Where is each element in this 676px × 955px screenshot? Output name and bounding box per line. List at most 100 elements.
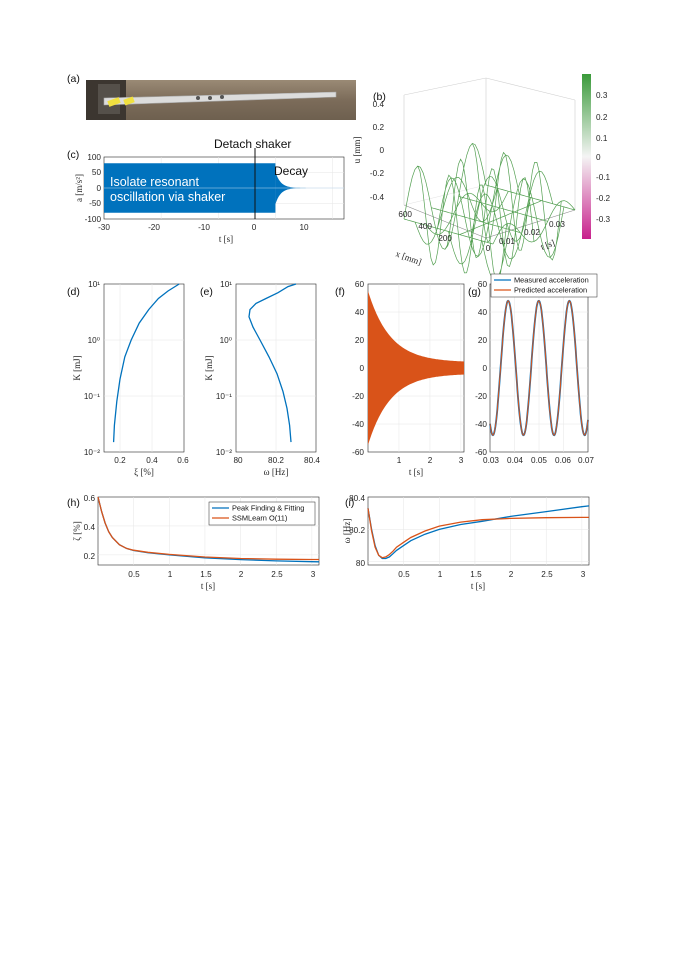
c-ylabel: a [m/s²] [74, 174, 84, 202]
g-y-tick-2: 20 [478, 336, 488, 345]
chart-b: 0.4 0.2 0 -0.2 -0.4 u [mm] 600 400 200 x… [352, 74, 611, 284]
f-y-tick-3: 0 [359, 364, 364, 373]
d-curve [112, 283, 180, 443]
i-xlabel: t [s] [471, 581, 485, 591]
b-xlabel: x [mm] [394, 248, 423, 267]
i-x-tick-4: 2.5 [541, 570, 553, 579]
i-x-tick-2: 1.5 [470, 570, 482, 579]
h-x-tick-3: 2 [239, 570, 244, 579]
panel-label-i: (i) [345, 497, 354, 509]
i-orange-line [367, 508, 589, 559]
f-x-tick-1: 2 [428, 456, 433, 465]
chart-i: 80.4 80.2 80 0.5 1 1.5 2 2.5 3 t [s] ω [… [342, 494, 590, 591]
f-y-tick-6: -60 [352, 448, 364, 457]
cb-tick-4: -0.1 [596, 173, 611, 182]
b-t-tick-1: 0.01 [499, 237, 515, 246]
e-y-tick-3: 10⁻² [216, 448, 232, 457]
e-x-tick-0: 80 [233, 456, 243, 465]
f-y-tick-2: 20 [355, 336, 365, 345]
h-legend-peak: Peak Finding & Fitting [232, 504, 304, 513]
b-z-tick-1: 0.2 [373, 123, 385, 132]
c-x-tick-4: 10 [299, 223, 309, 232]
panel-label-b: (b) [373, 91, 386, 103]
b-z-tick-2: 0 [379, 146, 384, 155]
d-y-tick-2: 10⁻¹ [84, 392, 100, 401]
surface [403, 142, 576, 284]
e-x-tick-2: 80.4 [304, 456, 320, 465]
f-y-tick-0: 60 [355, 280, 365, 289]
b-z-tick-3: -0.2 [370, 169, 385, 178]
d-x-tick-1: 0.4 [146, 456, 158, 465]
e-curve [248, 283, 297, 443]
i-x-tick-0: 0.5 [398, 570, 410, 579]
i-y-tick-0: 80.4 [349, 494, 365, 503]
h-x-tick-4: 2.5 [271, 570, 283, 579]
c-x-tick-2: -10 [198, 223, 210, 232]
panel-label-f: (f) [335, 286, 345, 298]
cb-tick-0: 0.3 [596, 91, 608, 100]
f-x-tick-0: 1 [397, 456, 402, 465]
d-y-tick-1: 10⁰ [88, 336, 100, 345]
g-legend [490, 273, 598, 298]
g-y-tick-3: 0 [482, 364, 487, 373]
panel-label-h: (h) [67, 497, 80, 509]
h-x-tick-5: 3 [311, 570, 316, 579]
d-x-tick-2: 0.6 [177, 456, 189, 465]
e-x-tick-1: 80.2 [268, 456, 284, 465]
h-ssmlearn-line [97, 496, 319, 561]
g-x-tick-0: 0.03 [483, 456, 499, 465]
f-y-tick-5: -40 [352, 420, 364, 429]
h-y-tick-0: 0.6 [84, 494, 96, 503]
b-t-tick-3: 0.03 [549, 220, 565, 229]
panel-label-c: (c) [67, 149, 79, 161]
f-x-tick-2: 3 [459, 456, 464, 465]
chart-f: 60 40 20 0 -20 -40 -60 1 2 3 t [s] [352, 280, 465, 477]
d-xlabel: ξ [%] [134, 467, 154, 477]
chart-e: 10¹ 10⁰ 10⁻¹ 10⁻² 80 80.2 80.4 ω [Hz] K … [204, 280, 320, 477]
i-x-tick-5: 3 [581, 570, 586, 579]
i-y-tick-1: 80.2 [349, 526, 365, 535]
e-y-tick-1: 10⁰ [220, 336, 232, 345]
b-z-tick-4: -0.4 [370, 193, 385, 202]
d-x-tick-0: 0.2 [114, 456, 126, 465]
h-ylabel: ζ [%] [72, 521, 82, 540]
c-annotation-isolate-1: Isolate resonant [110, 175, 199, 189]
cb-tick-1: 0.2 [596, 113, 608, 122]
e-y-tick-0: 10¹ [220, 280, 232, 289]
h-x-tick-0: 0.5 [128, 570, 140, 579]
d-y-tick-3: 10⁻² [84, 448, 100, 457]
i-blue-line [367, 505, 590, 560]
c-y-tick-2: 0 [96, 184, 101, 193]
beam-photo [86, 80, 356, 120]
g-legend-predicted: Predicted acceleration [514, 286, 587, 295]
b-x-tick-400: 400 [418, 222, 432, 231]
g-x-tick-2: 0.05 [531, 456, 547, 465]
f-xlabel: t [s] [409, 467, 423, 477]
f-y-tick-4: -20 [352, 392, 364, 401]
c-x-tick-1: -20 [148, 223, 160, 232]
g-y-tick-4: -20 [475, 392, 487, 401]
d-ylabel: K [mJ] [72, 355, 82, 380]
i-x-tick-1: 1 [438, 570, 443, 579]
g-y-tick-1: 40 [478, 308, 488, 317]
cb-tick-5: -0.2 [596, 194, 611, 203]
b-tlabel: t [s] [539, 238, 556, 252]
h-legend [208, 501, 316, 526]
g-y-tick-6: -60 [475, 448, 487, 457]
panel-label-a: (a) [67, 73, 80, 85]
c-xlabel: t [s] [219, 234, 233, 244]
b-t-tick-2: 0.02 [524, 228, 540, 237]
d-y-tick-0: 10¹ [88, 280, 100, 289]
g-legend-measured: Measured acceleration [514, 276, 589, 285]
h-x-tick-2: 1.5 [200, 570, 212, 579]
colorbar [582, 74, 591, 239]
chart-d: 10¹ 10⁰ 10⁻¹ 10⁻² 0.2 0.4 0.6 ξ [%] K [m… [72, 280, 189, 477]
cb-tick-6: -0.3 [596, 215, 611, 224]
i-y-tick-2: 80 [356, 559, 366, 568]
chart-g: Measured acceleration Predicted accelera… [475, 273, 598, 465]
cb-tick-3: 0 [596, 153, 601, 162]
c-annotation-isolate-2: oscillation via shaker [110, 190, 225, 204]
c-y-tick-1: 50 [92, 168, 102, 177]
c-y-tick-0: 100 [87, 153, 101, 162]
g-y-tick-5: -40 [475, 420, 487, 429]
